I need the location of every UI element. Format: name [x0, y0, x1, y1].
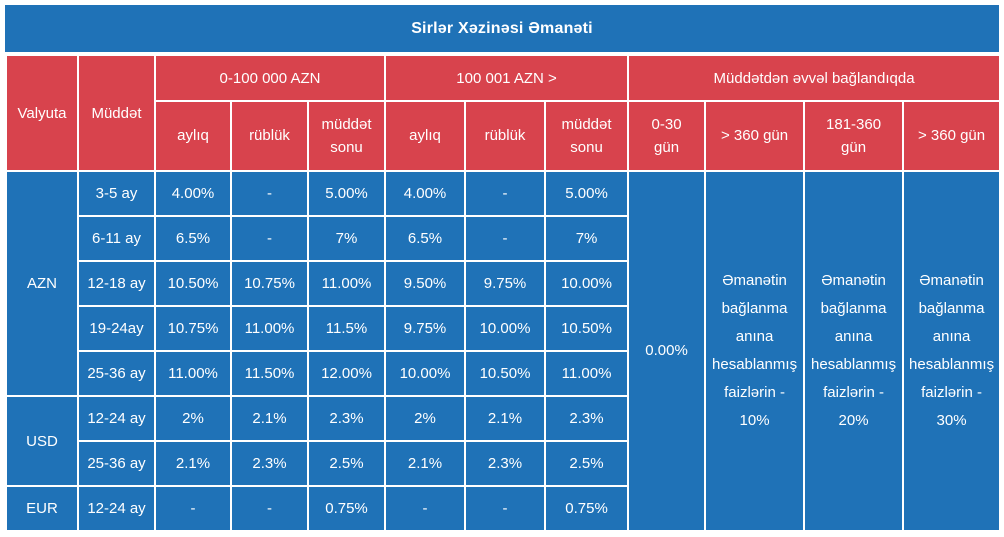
header-group-0-100000-azn: 0-100 000 AZN	[153, 54, 387, 102]
rate-cell: 7%	[544, 215, 630, 262]
term-cell: 3-5 ay	[77, 170, 156, 217]
rate-cell: 2.3%	[464, 440, 547, 487]
rate-cell: 2.1%	[230, 395, 309, 442]
rate-cell: 6.5%	[154, 215, 232, 262]
term-cell: 6-11 ay	[77, 215, 156, 262]
table-row: USD 12-24 ay 2% 2.1% 2.3% 2% 2.1% 2.3%	[5, 395, 1000, 487]
rate-cell: 11.00%	[230, 305, 309, 352]
rate-cell: 2.1%	[384, 440, 467, 487]
rate-cell: 2.5%	[306, 440, 387, 487]
term-cell: 12-24 ay	[77, 485, 156, 532]
currency-cell-usd: USD	[5, 395, 79, 487]
rate-cell: 2.1%	[464, 395, 547, 442]
early-closure-0-30: 0.00%	[627, 170, 707, 532]
rate-cell: 10.00%	[384, 350, 467, 397]
rate-cell: 11.00%	[306, 260, 387, 307]
rate-cell: 2.1%	[154, 440, 232, 487]
table-title: Sirlər Xəzinəsi Əmanəti	[5, 5, 999, 52]
rate-cell: 11.5%	[306, 305, 387, 352]
rate-cell: 4.00%	[154, 170, 232, 217]
term-cell: 25-36 ay	[77, 440, 156, 487]
table-row: EUR 12-24 ay - - 0.75% - - 0.75%	[5, 485, 1000, 532]
rate-cell: 2.3%	[230, 440, 309, 487]
rate-cell: 9.50%	[384, 260, 467, 307]
rate-cell: 9.75%	[384, 305, 467, 352]
subheader-360-gun-a: > 360 gün	[704, 100, 806, 172]
currency-cell-azn: AZN	[5, 170, 79, 397]
header-muddet: Müddət	[77, 54, 156, 172]
rate-cell: 0.75%	[544, 485, 630, 532]
term-cell: 19-24ay	[77, 305, 156, 352]
subheader-ayliq-1: aylıq	[154, 100, 232, 172]
rate-cell: -	[384, 485, 467, 532]
rate-cell: 5.00%	[544, 170, 630, 217]
rate-cell: 11.00%	[544, 350, 630, 397]
rate-cell: -	[230, 485, 309, 532]
header-sub-row: aylıq rüblük müddət sonu aylıq rüblük mü…	[6, 100, 1002, 172]
table-row: 25-36 ay 11.00% 11.50% 12.00% 10.00% 10.…	[6, 350, 1000, 397]
rate-cell: 7%	[306, 215, 387, 262]
table-row: 19-24ay 10.75% 11.00% 11.5% 9.75% 10.00%…	[6, 305, 1000, 352]
header-group-row: Valyuta Müddət 0-100 000 AZN 100 001 AZN…	[5, 54, 1002, 172]
header-group-early-closure: Müddətdən əvvəl bağlandıqda	[627, 54, 1002, 102]
rate-cell: 11.00%	[154, 350, 232, 397]
rate-cell: 0.75%	[306, 485, 387, 532]
header-group-100001-azn: 100 001 AZN >	[384, 54, 630, 102]
rate-cell: -	[464, 215, 547, 262]
term-cell: 12-18 ay	[77, 260, 156, 307]
rate-cell: 2.5%	[544, 440, 630, 487]
rate-cell: 10.50%	[464, 350, 547, 397]
deposit-rates-table: Valyuta Müddət 0-100 000 AZN 100 001 AZN…	[5, 54, 1002, 532]
rate-cell: -	[464, 485, 547, 532]
rate-cell: 10.75%	[154, 305, 232, 352]
subheader-360-gun-b: > 360 gün	[902, 100, 1002, 172]
table-row: 12-18 ay 10.50% 10.75% 11.00% 9.50% 9.75…	[6, 260, 1000, 307]
early-closure-20pct: Əmanətin bağlanma anına hesablanmış faiz…	[803, 170, 905, 532]
table-row: 6-11 ay 6.5% - 7% 6.5% - 7%	[6, 215, 1000, 262]
early-closure-30pct: Əmanətin bağlanma anına hesablanmış faiz…	[902, 170, 1002, 532]
term-cell: 12-24 ay	[77, 395, 156, 442]
rate-cell: 4.00%	[384, 170, 467, 217]
currency-cell-eur: EUR	[5, 485, 79, 532]
rate-cell: -	[154, 485, 232, 532]
rate-cell: 10.50%	[544, 305, 630, 352]
rate-cell: 10.00%	[544, 260, 630, 307]
rate-cell: 10.75%	[230, 260, 309, 307]
rate-cell: 6.5%	[384, 215, 467, 262]
subheader-0-30-gun: 0-30 gün	[627, 100, 707, 172]
rate-cell: 2.3%	[544, 395, 630, 442]
rate-cell: 2%	[154, 395, 232, 442]
subheader-rubluk-2: rüblük	[464, 100, 547, 172]
table-row: 25-36 ay 2.1% 2.3% 2.5% 2.1% 2.3% 2.5%	[6, 440, 1000, 487]
subheader-181-360-gun: 181-360 gün	[803, 100, 905, 172]
early-closure-10pct: Əmanətin bağlanma anına hesablanmış faiz…	[704, 170, 806, 532]
rate-cell: 12.00%	[306, 350, 387, 397]
rate-cell: 5.00%	[306, 170, 387, 217]
rate-cell: 9.75%	[464, 260, 547, 307]
rate-cell: 2.3%	[306, 395, 387, 442]
rate-cell: 2%	[384, 395, 467, 442]
rate-cell: 10.50%	[154, 260, 232, 307]
rate-cell: 10.00%	[464, 305, 547, 352]
rate-cell: 11.50%	[230, 350, 309, 397]
subheader-muddet-sonu-1: müddət sonu	[306, 100, 387, 172]
table-row: AZN 3-5 ay 4.00% - 5.00% 4.00% - 5.00% 0…	[5, 170, 1002, 532]
subheader-rubluk-1: rüblük	[230, 100, 309, 172]
rate-cell: -	[464, 170, 547, 217]
header-valyuta: Valyuta	[5, 54, 79, 172]
subheader-muddet-sonu-2: müddət sonu	[544, 100, 630, 172]
rate-cell: -	[230, 215, 309, 262]
subheader-ayliq-2: aylıq	[384, 100, 467, 172]
term-cell: 25-36 ay	[77, 350, 156, 397]
rate-cell: -	[230, 170, 309, 217]
